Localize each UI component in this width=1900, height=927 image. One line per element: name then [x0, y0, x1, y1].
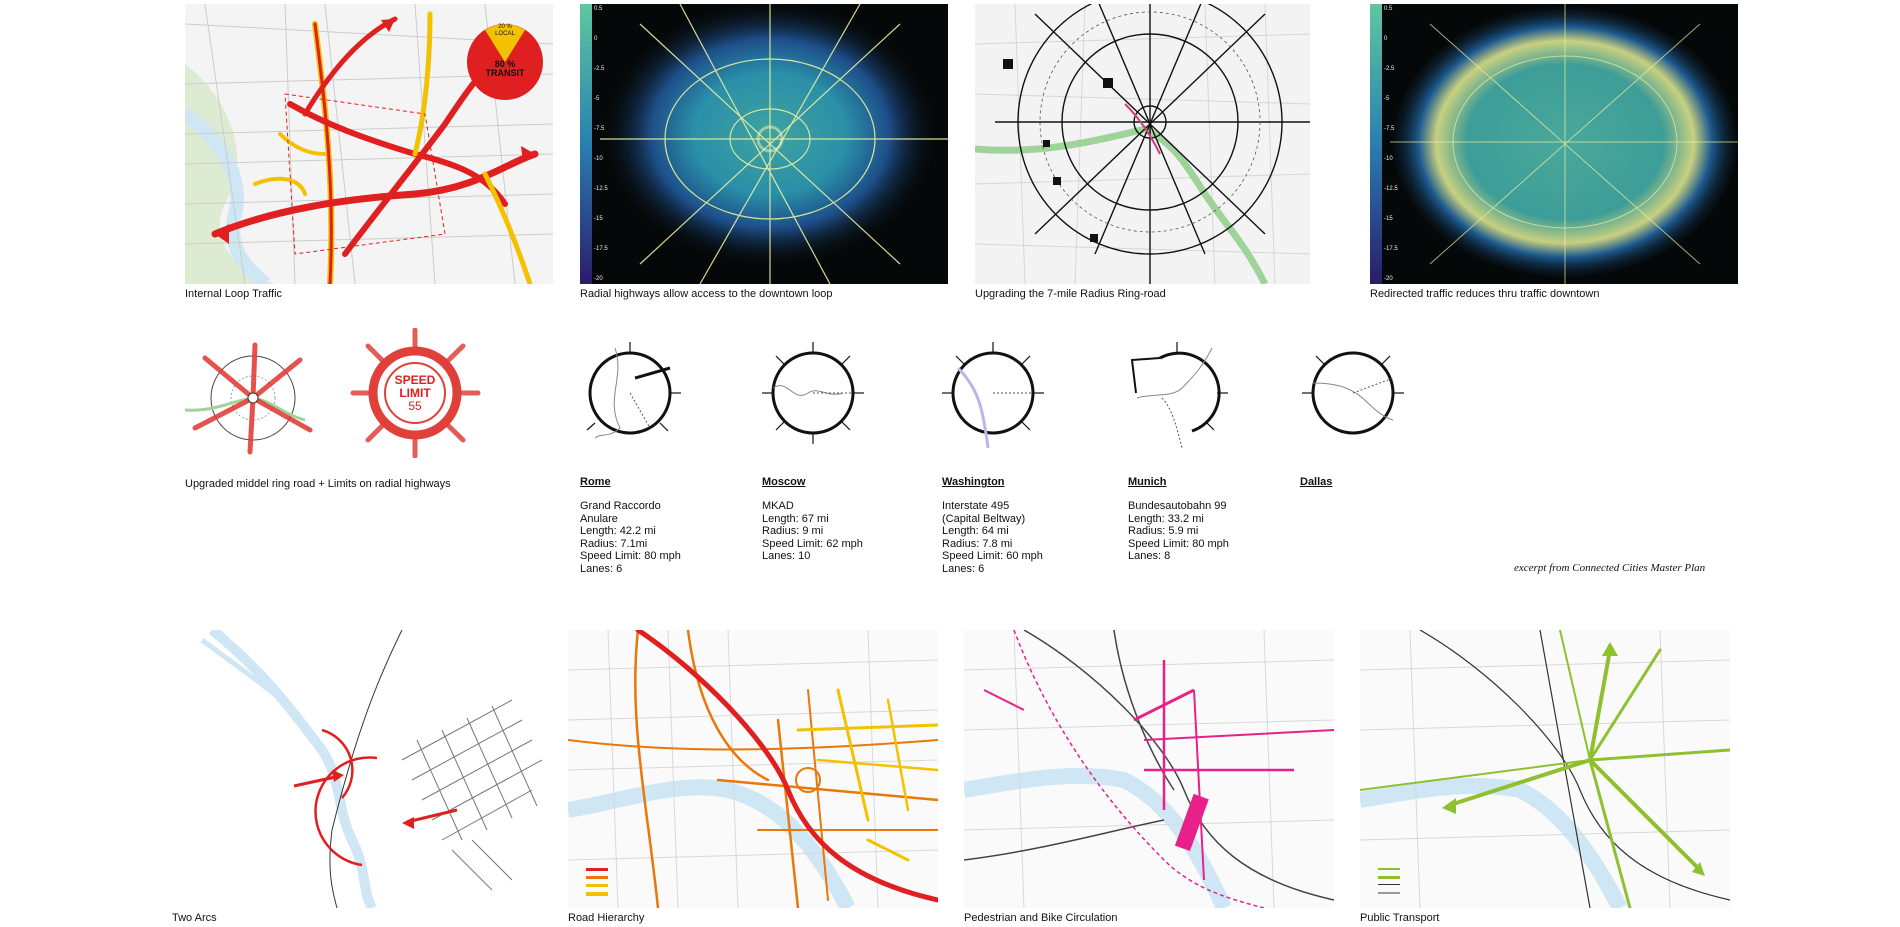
- city-name-munich: Munich: [1128, 476, 1167, 488]
- city-info-moscow: MKAD Length: 67 mi Radius: 9 mi Speed Limi…: [762, 500, 863, 562]
- ring-road-map: [975, 4, 1310, 284]
- internal-loop-traffic-map: 20 % LOCAL 80 % TRANSIT: [185, 4, 553, 284]
- caption-pedestrian-bike: Pedestrian and Bike Circulation: [964, 912, 1118, 924]
- speed-sign-line3: 55: [408, 399, 422, 413]
- caption-two-arcs: Two Arcs: [172, 912, 217, 924]
- city-info-munich: Bundesautobahn 99 Length: 33.2 mi Radius:…: [1128, 500, 1229, 562]
- caption-public-transport: Public Transport: [1360, 912, 1440, 924]
- ring-diagram-munich: [1122, 338, 1232, 448]
- speed-sign-line2: LIMIT: [399, 386, 431, 400]
- caption-radial-highways: Radial highways allow access to the down…: [580, 288, 833, 300]
- ring-diagram-washington: [938, 338, 1048, 448]
- caption-road-hierarchy: Road Hierarchy: [568, 912, 645, 924]
- pie-local-label: 20 % LOCAL: [495, 24, 515, 37]
- city-name-dallas: Dallas: [1300, 476, 1333, 488]
- city-info-rome: Grand Raccordo Anulare Length: 42.2 mi Rad…: [580, 500, 681, 575]
- ring-diagram-dallas: [1298, 338, 1408, 448]
- road-hierarchy-map: [568, 630, 938, 908]
- heatmap-legend-2: 0.5 0 -2.5 -5 -7.5 -10 -12.5 -15 -17.5 -20: [1384, 6, 1398, 282]
- caption-internal-loop-traffic: Internal Loop Traffic: [185, 288, 283, 300]
- excerpt-note: excerpt from Connected Cities Master Pla…: [1514, 562, 1706, 574]
- speed-limit-sign: SPEED LIMIT 55: [348, 328, 483, 458]
- pedestrian-bike-map: [964, 630, 1334, 908]
- public-transport-map: [1360, 630, 1730, 908]
- city-info-washington: Interstate 495 (Capital Beltway) Length: …: [942, 500, 1043, 575]
- city-name-washington: Washington: [942, 476, 1005, 488]
- radial-highways-heatmap: 0.5 0 -2.5 -5 -7.5 -10 -12.5 -15 -17.5 -20: [580, 4, 948, 284]
- caption-upgraded-ring-road: Upgraded middel ring road + Limits on ra…: [185, 478, 451, 490]
- redirected-traffic-heatmap: 0.5 0 -2.5 -5 -7.5 -10 -12.5 -15 -17.5 -20: [1370, 4, 1738, 284]
- two-arcs-map: [172, 630, 542, 908]
- ring-diagram-moscow: [758, 338, 868, 448]
- city-name-moscow: Moscow: [762, 476, 806, 488]
- pie-transit-label: 80 % TRANSIT: [485, 59, 525, 78]
- ring-diagram-rome: [575, 338, 685, 448]
- city-name-rome: Rome: [580, 476, 611, 488]
- radial-arrows-diagram: [185, 340, 320, 455]
- speed-sign-line1: SPEED: [394, 373, 436, 387]
- heatmap-legend-1: 0.5 0 -2.5 -5 -7.5 -10 -12.5 -15 -17.5 -20: [594, 6, 608, 282]
- caption-ring-road: Upgrading the 7-mile Radius Ring-road: [975, 288, 1166, 300]
- caption-redirected-traffic: Redirected traffic reduces thru traffic …: [1370, 288, 1600, 300]
